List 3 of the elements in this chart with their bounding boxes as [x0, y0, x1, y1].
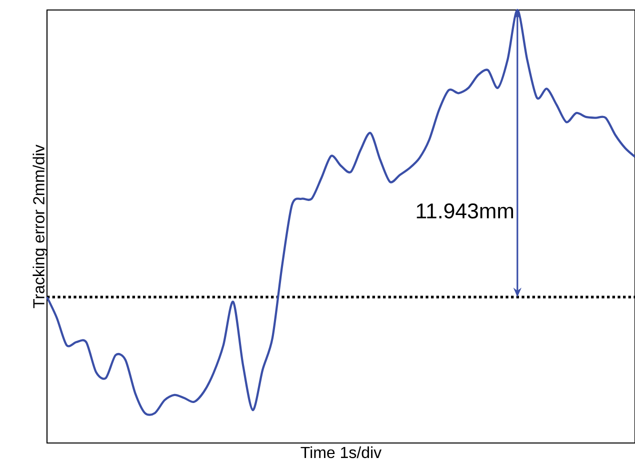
annotation: 11.943mm: [416, 203, 514, 219]
x-axis-title: Time 1s/div: [300, 446, 382, 458]
y-axis-title: Tracking error 2mm/div: [32, 144, 48, 308]
